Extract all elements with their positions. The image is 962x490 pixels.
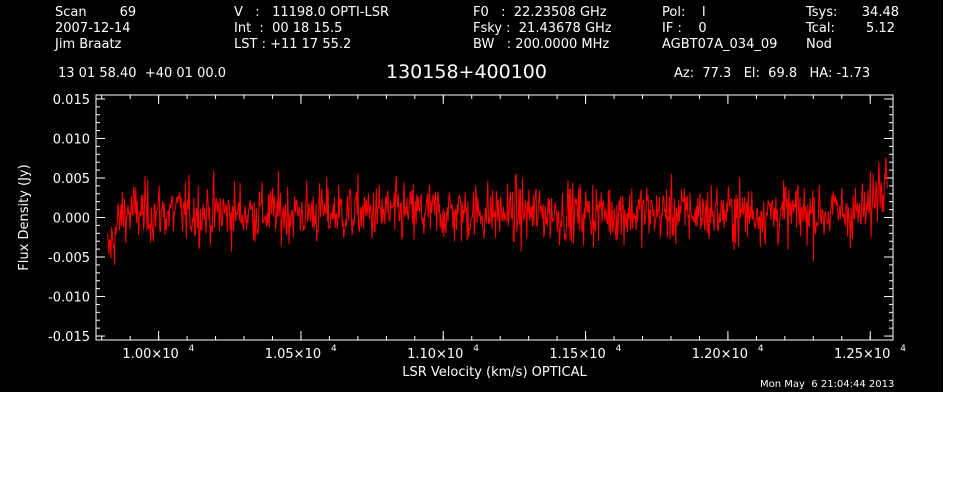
velocity-label: V : 11198.0 OPTI-LSR bbox=[234, 5, 390, 20]
x-tick-label: 1.10×10 bbox=[407, 347, 463, 362]
y-tick-label: -0.005 bbox=[48, 251, 90, 266]
y-tick-label: 0.000 bbox=[53, 212, 90, 227]
x-tick-label: 1.25×10 bbox=[834, 347, 890, 362]
tsys-label: Tsys: bbox=[806, 5, 838, 20]
y-tick-label: -0.010 bbox=[48, 291, 90, 306]
pol-label: Pol: I bbox=[662, 5, 706, 20]
integration-label: Int : 00 18 15.5 bbox=[234, 21, 343, 36]
project-label: AGBT07A_034_09 bbox=[662, 37, 778, 52]
az-el-ha-label: Az: 77.3 El: 69.8 HA: -1.73 bbox=[674, 66, 871, 81]
y-axis-label: Flux Density (Jy) bbox=[17, 164, 32, 270]
observer-label: Jim Braatz bbox=[55, 37, 122, 52]
x-tick-label: 1.15×10 bbox=[549, 347, 605, 362]
x-tick-exponent: 4 bbox=[189, 344, 195, 354]
y-tick-label: 0.010 bbox=[53, 132, 90, 147]
x-tick-exponent: 4 bbox=[758, 344, 764, 354]
source-name: 130158+400100 bbox=[386, 61, 547, 83]
x-tick-label: 1.05×10 bbox=[265, 347, 321, 362]
y-tick-label: -0.015 bbox=[48, 330, 90, 345]
tsys-value: 34.48 bbox=[861, 5, 899, 20]
bandwidth-label: BW : 200.0000 MHz bbox=[473, 37, 610, 52]
x-tick-exponent: 4 bbox=[616, 344, 622, 354]
spectrum-panel: Scan 69 2007-12-14 Jim Braatz V : 11198.… bbox=[0, 0, 943, 392]
date-label: 2007-12-14 bbox=[55, 21, 131, 36]
spectrum-plot: -0.015 -0.010 -0.005 0.000 0.005 0.010 0.015 1.… bbox=[17, 93, 906, 380]
x-tick-exponent: 4 bbox=[331, 344, 337, 354]
fsky-label: Fsky : 21.43678 GHz bbox=[473, 21, 612, 36]
lst-label: LST : +11 17 55.2 bbox=[234, 37, 352, 52]
x-axis-label: LSR Velocity (km/s) OPTICAL bbox=[402, 365, 587, 380]
tcal-label: Tcal: bbox=[806, 21, 835, 36]
x-tick-exponent: 4 bbox=[473, 344, 479, 354]
y-tick-label: 0.015 bbox=[53, 93, 90, 108]
scan-label: Scan 69 bbox=[55, 5, 137, 20]
nod-label: Nod bbox=[806, 37, 832, 52]
x-tick-label: 1.00×10 bbox=[122, 347, 178, 362]
if-label: IF : 0 bbox=[662, 21, 707, 36]
f0-label: F0 : 22.23508 GHz bbox=[473, 5, 607, 20]
x-tick-exponent: 4 bbox=[900, 344, 906, 354]
spectrum-series-line bbox=[106, 157, 888, 265]
timestamp-label: Mon May 6 21:04:44 2013 bbox=[760, 379, 895, 390]
coordinates-label: 13 01 58.40 +40 01 00.0 bbox=[58, 66, 227, 81]
tcal-value: 5.12 bbox=[866, 21, 895, 36]
x-tick-label: 1.20×10 bbox=[692, 347, 748, 362]
y-tick-label: 0.005 bbox=[53, 172, 90, 187]
